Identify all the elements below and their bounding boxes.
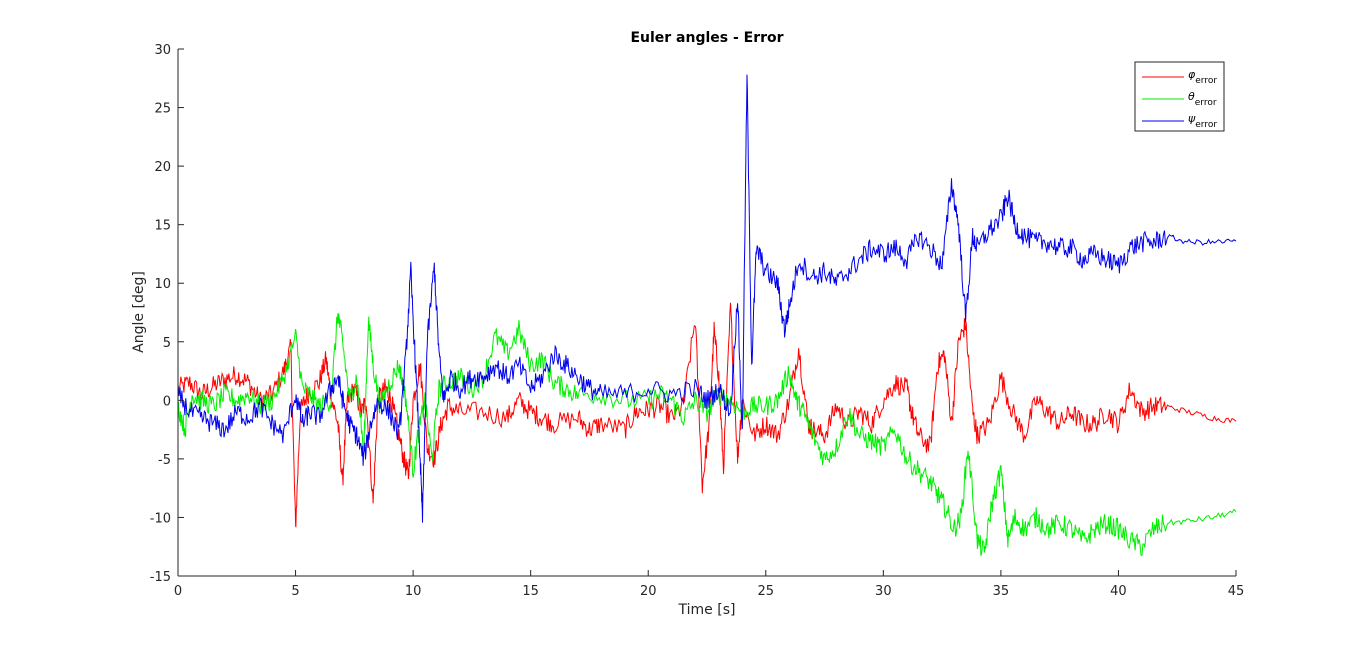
legend-label-3: ψerror <box>1188 112 1217 130</box>
legend-label-2: θerror <box>1188 90 1217 108</box>
y-tick-label: 5 <box>163 336 171 351</box>
y-ticks: -15 -10 -5 0 5 10 15 20 25 30 <box>150 43 184 585</box>
x-tick-label: 10 <box>405 584 422 599</box>
legend-box <box>1134 61 1225 132</box>
legend-label-1: φerror <box>1188 68 1217 86</box>
y-tick-label: -15 <box>150 570 171 585</box>
x-tick-label: 45 <box>1228 584 1245 599</box>
x-tick-label: 35 <box>993 584 1010 599</box>
plot-area <box>178 49 1236 576</box>
y-tick-label: 0 <box>163 394 171 409</box>
x-tick-label: 5 <box>291 584 299 599</box>
y-tick-label: -5 <box>158 453 171 468</box>
y-tick-label: 15 <box>154 219 171 234</box>
y-tick-label: 25 <box>154 102 171 117</box>
series-line-3 <box>177 74 1237 523</box>
x-tick-label: 15 <box>522 584 539 599</box>
series-layer <box>177 74 1237 557</box>
legend: φerror θerror ψerror <box>1134 61 1225 132</box>
y-axis-label: Angle [deg] <box>131 271 147 353</box>
x-tick-label: 25 <box>758 584 775 599</box>
x-tick-label: 0 <box>174 584 182 599</box>
series-line-2 <box>177 313 1237 557</box>
series-line-1 <box>177 302 1237 528</box>
y-tick-label: 20 <box>154 160 171 175</box>
x-tick-label: 30 <box>875 584 892 599</box>
chart-title: Euler angles - Error <box>630 30 783 46</box>
y-tick-label: -10 <box>150 511 171 526</box>
y-tick-label: 30 <box>154 43 171 58</box>
x-axis-label: Time [s] <box>678 602 736 618</box>
y-tick-label: 10 <box>154 277 171 292</box>
x-ticks: 0 5 10 15 20 25 30 35 40 45 <box>174 570 1244 599</box>
x-tick-label: 40 <box>1110 584 1127 599</box>
x-tick-label: 20 <box>640 584 657 599</box>
